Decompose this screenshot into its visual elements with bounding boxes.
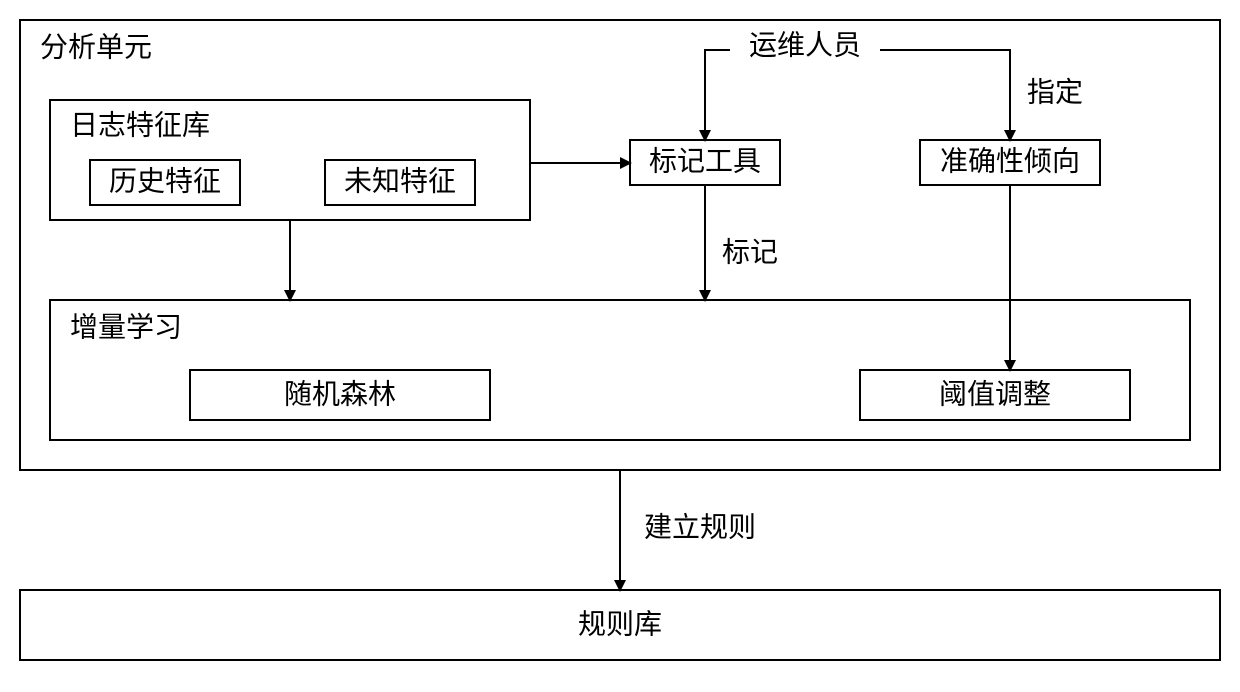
incremental-label: 增量学习 [70,311,182,343]
feature-lib-label: 日志特征库 [70,109,210,141]
accuracy-label: 准确性倾向 [940,145,1080,177]
random-forest-label: 随机森林 [284,378,396,410]
analysis-unit-label: 分析单元 [40,31,152,63]
history-feature-label: 历史特征 [109,165,221,197]
flowchart-canvas: 分析单元 日志特征库 历史特征 未知特征 运维人员 标记工具 准确性倾向 增量学… [0,0,1240,692]
mark-tool-label: 标记工具 [649,145,761,177]
edge-staff-to-accuracy-label: 指定 [1027,76,1083,108]
rule-base-label: 规则库 [578,608,662,640]
threshold-label: 阈值调整 [939,378,1051,410]
edge-staff-to-mark [705,50,730,140]
edge-analysis-to-rule-label: 建立规则 [644,511,756,543]
ops-staff-label: 运维人员 [749,29,861,61]
edge-mark-to-inc-label: 标记 [722,236,778,268]
edge-staff-to-accuracy [880,50,1010,140]
unknown-feature-label: 未知特征 [344,165,456,197]
